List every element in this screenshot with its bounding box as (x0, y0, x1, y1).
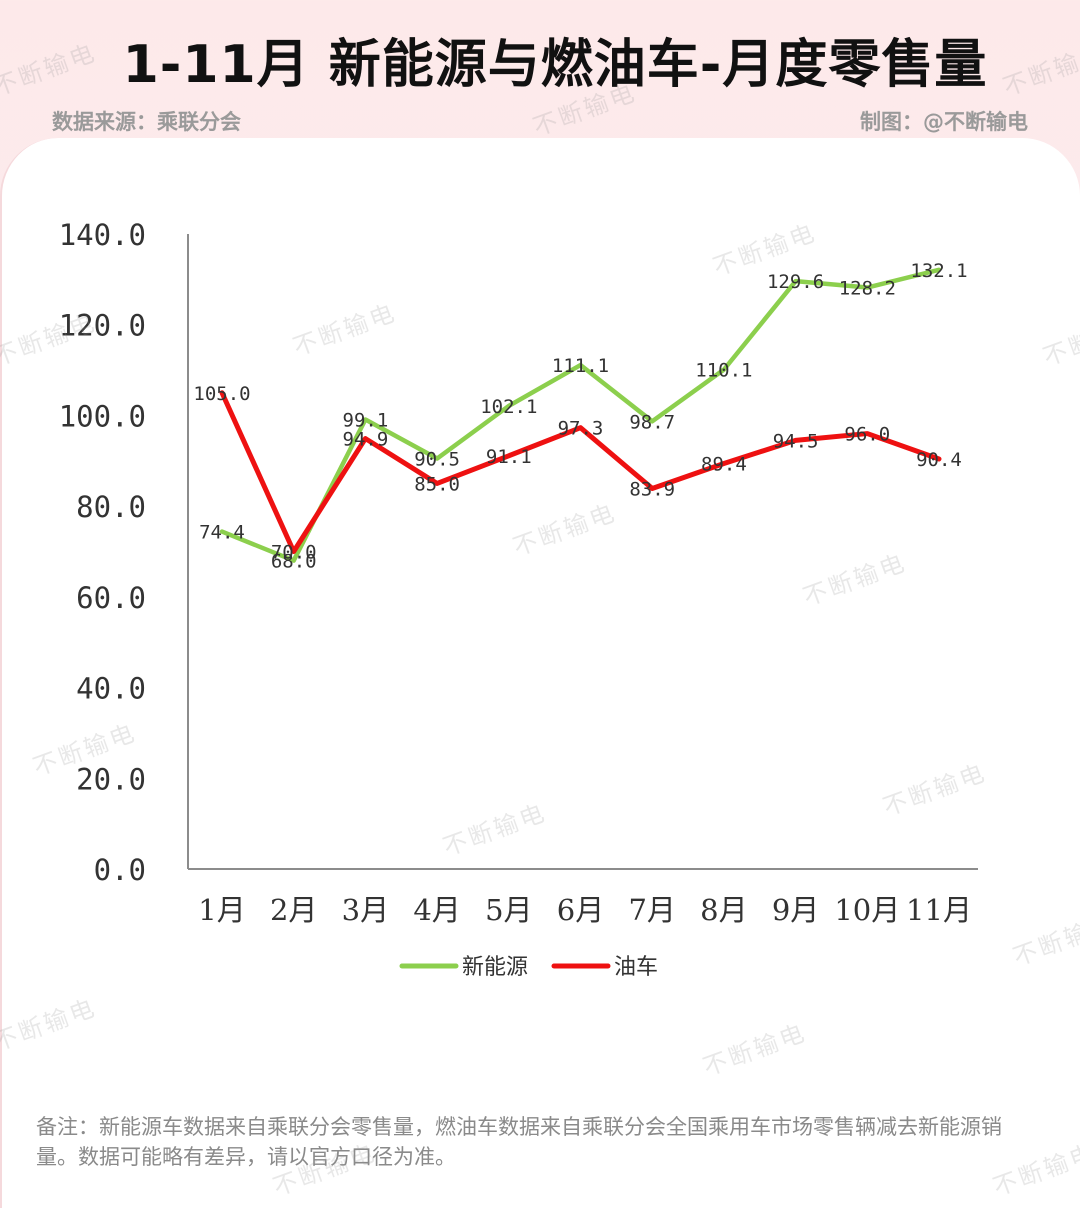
data-label: 96.0 (844, 424, 890, 446)
chart-maker: 制图：@不断输电 (860, 110, 1028, 134)
data-label: 98.7 (629, 411, 675, 433)
data-label: 94.9 (343, 429, 389, 451)
x-tick-label: 10月 (834, 893, 900, 927)
data-label: 74.4 (199, 522, 245, 544)
y-tick-label: 100.0 (59, 399, 146, 433)
y-tick-label: 60.0 (76, 581, 146, 615)
data-label: 68.0 (271, 551, 317, 573)
data-label: 111.1 (552, 355, 609, 377)
x-tick-label: 3月 (342, 893, 389, 927)
data-label: 83.9 (629, 478, 675, 500)
series-line-ice (219, 390, 942, 554)
page-title: 1-11月 新能源与燃油车-月度零售量 (122, 35, 988, 95)
legend-label: 油车 (614, 955, 658, 980)
legend: 新能源 油车 (399, 955, 658, 980)
data-label: 97.3 (558, 418, 604, 440)
y-tick-label: 40.0 (76, 672, 146, 706)
y-tick-label: 80.0 (76, 490, 146, 524)
y-tick-label: 140.0 (59, 218, 146, 252)
data-label: 89.4 (701, 454, 747, 476)
data-label: 102.1 (480, 396, 537, 418)
data-label: 110.1 (695, 360, 752, 382)
x-tick-label: 2月 (270, 893, 317, 927)
data-label: 91.1 (486, 446, 532, 468)
data-source: 数据来源：乘联分会 (52, 110, 241, 134)
data-label: 105.0 (193, 383, 250, 405)
data-label: 85.0 (414, 473, 460, 495)
y-tick-label: 0.0 (94, 853, 146, 887)
x-tick-label: 1月 (198, 893, 245, 927)
x-tick-label: 6月 (557, 893, 604, 927)
y-tick-label: 120.0 (59, 309, 146, 343)
data-label: 70.0 (271, 542, 317, 564)
footnote: 备注：新能源车数据来自乘联分会零售量，燃油车数据来自乘联分会全国乘用车市场零售辆… (36, 1115, 1002, 1169)
data-label: 128.2 (839, 278, 896, 300)
x-axis-labels: 1月 2月 3月 4月 5月 6月 7月 8月 9月 10月 11月 (198, 893, 972, 927)
data-label: 129.6 (767, 271, 824, 293)
data-label: 90.4 (916, 449, 962, 471)
x-tick-label: 8月 (700, 893, 747, 927)
x-tick-label: 11月 (906, 893, 972, 927)
chart-axes (187, 234, 978, 870)
y-tick-label: 20.0 (76, 762, 146, 796)
x-tick-label: 4月 (413, 893, 460, 927)
data-labels: 74.4 68.0 99.1 90.5 102.1 111.1 98.7 110.1 129.6… (193, 260, 967, 573)
chart-card (0, 138, 1080, 1208)
data-label: 94.5 (773, 430, 819, 452)
x-tick-label: 5月 (485, 893, 532, 927)
data-label: 99.1 (343, 410, 389, 432)
x-tick-label: 9月 (772, 893, 819, 927)
data-label: 90.5 (414, 449, 460, 471)
y-axis-labels: 0.0 20.0 40.0 60.0 80.0 100.0 120.0 140.0 (59, 218, 146, 887)
x-tick-label: 7月 (628, 893, 675, 927)
data-label: 132.1 (910, 260, 967, 282)
legend-label: 新能源 (462, 955, 528, 980)
series-line-nev (219, 267, 942, 563)
series-lines (219, 267, 942, 563)
